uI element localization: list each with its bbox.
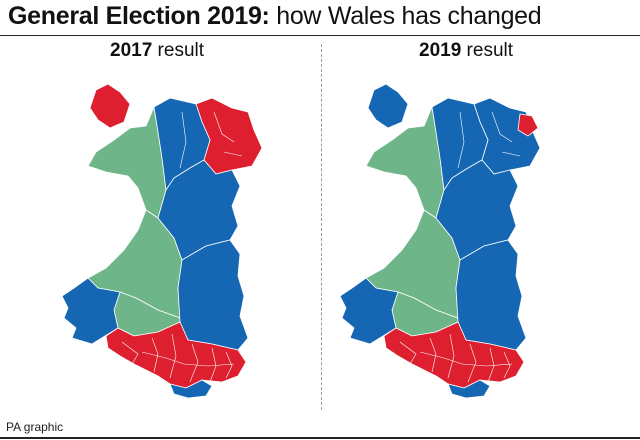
region-plaid-north-west: [365, 105, 445, 219]
title-bold: General Election 2019:: [8, 2, 270, 30]
constituency-boundaries-2019: [399, 111, 521, 383]
region-conservative-pembroke: [62, 277, 121, 345]
region-conservative-mid: [157, 159, 241, 261]
panel-year-2017: 2017: [110, 40, 153, 61]
region-labour-north-east: [517, 113, 539, 137]
panel-heading-2017: 2017 result: [110, 40, 204, 62]
region-conservative-vale: [447, 379, 491, 398]
region-conservative-pembroke: [340, 277, 399, 345]
title-light: how Wales has changed: [269, 2, 542, 30]
region-conservative-east: [177, 239, 249, 351]
panel-suffix-2017: result: [152, 40, 205, 61]
panel-suffix-2019: result: [461, 40, 514, 61]
region-conservative-anglesey: [367, 83, 409, 129]
title-rule: [0, 35, 640, 36]
panel-year-2019: 2019: [419, 40, 462, 61]
wales-map-2019: [340, 83, 541, 398]
bottom-rule: [0, 437, 640, 439]
region-labour-anglesey: [89, 83, 131, 129]
panel-divider: [321, 44, 322, 410]
region-plaid-north-west: [87, 105, 167, 219]
region-conservative-mid: [435, 159, 519, 261]
constituency-boundaries-2017: [121, 111, 243, 383]
region-conservative-vale: [169, 379, 213, 398]
region-conservative-east: [455, 239, 527, 351]
page-title: General Election 2019: how Wales has cha…: [8, 2, 542, 31]
credit-text: PA graphic: [6, 420, 64, 434]
wales-map-2017: [62, 83, 263, 398]
panel-heading-2019: 2019 result: [419, 40, 513, 62]
